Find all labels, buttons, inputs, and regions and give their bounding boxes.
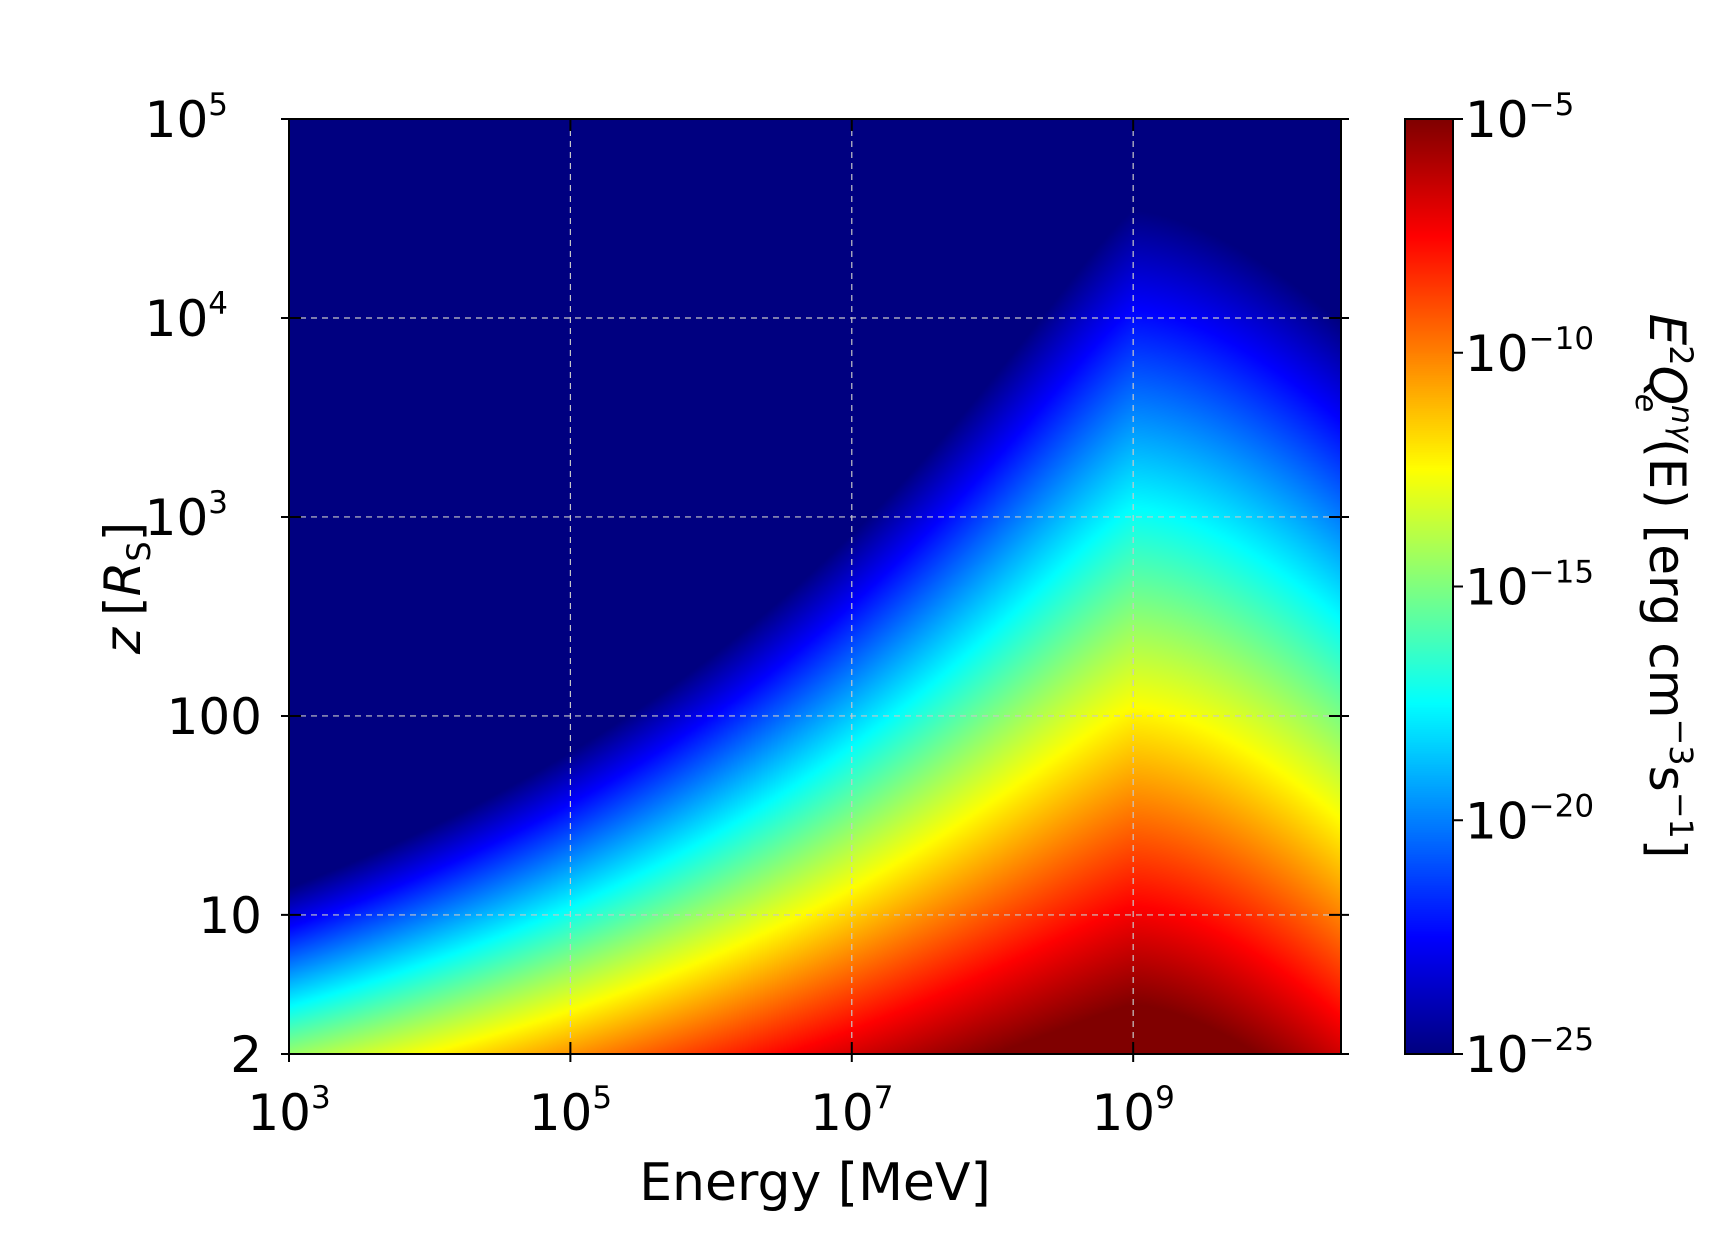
plot-frame	[288, 118, 1342, 1055]
cbar-label-cm-exp: −3	[1662, 718, 1700, 765]
x-tick-label: 105	[529, 1080, 612, 1142]
x-tick-label: 107	[810, 1080, 893, 1142]
colorbar-tick-label: 10−15	[1465, 555, 1594, 617]
y-axis-label-open: [	[94, 596, 152, 616]
y-tick-label: 103	[145, 485, 228, 547]
heatmap-image	[289, 119, 1341, 1054]
y-axis-label-var: z	[94, 626, 152, 655]
y-tick-label: 10	[198, 887, 262, 945]
cbar-label-arg: (E)	[1638, 438, 1696, 509]
x-axis-label: Energy [MeV]	[639, 1153, 991, 1213]
y-axis-label: z [RS]	[94, 522, 158, 655]
colorbar-tick-label: 10−5	[1465, 87, 1574, 149]
colorbar-label: E2Qnγe (E) [erg cm−3s−1]	[1628, 314, 1700, 859]
cbar-label-e: E	[1638, 314, 1696, 346]
cbar-label-q-sub: e	[1628, 394, 1663, 412]
cbar-label-units: [erg cm	[1638, 509, 1696, 719]
y-axis-ticks: 2 10 100 103 104 105	[145, 87, 1349, 1084]
colorbar-tick-label: 10−20	[1465, 788, 1594, 850]
cbar-label-q-sup: nγ	[1664, 405, 1699, 444]
colorbar-tick-label: 10−25	[1465, 1022, 1594, 1084]
y-tick-label: 100	[167, 688, 262, 746]
colorbar-ticks: 10−25 10−20 10−15 10−10 10−5	[1453, 87, 1594, 1084]
x-tick-label: 103	[247, 1080, 330, 1142]
grid-lines	[289, 119, 1341, 1054]
x-axis-ticks: 103 105 107 109	[247, 119, 1175, 1142]
colorbar-tick-label: 10−10	[1465, 321, 1594, 383]
colorbar-image	[1405, 119, 1453, 1054]
cbar-label-s-exp: −1	[1662, 792, 1700, 839]
cbar-label-q: Q	[1638, 366, 1696, 405]
y-tick-label: 105	[145, 87, 228, 149]
cbar-label-s: s	[1638, 766, 1696, 792]
y-tick-label: 2	[230, 1026, 262, 1084]
y-axis-label-close: ]	[94, 522, 152, 542]
colorbar-frame	[1404, 118, 1454, 1055]
y-axis-label-unit: R	[94, 562, 152, 597]
x-tick-label: 109	[1091, 1080, 1174, 1142]
y-axis-label-unit-sub: S	[120, 541, 158, 561]
y-tick-label: 104	[145, 286, 228, 348]
cbar-label-close: ]	[1638, 839, 1696, 859]
cbar-label-e-exp: 2	[1662, 345, 1700, 365]
